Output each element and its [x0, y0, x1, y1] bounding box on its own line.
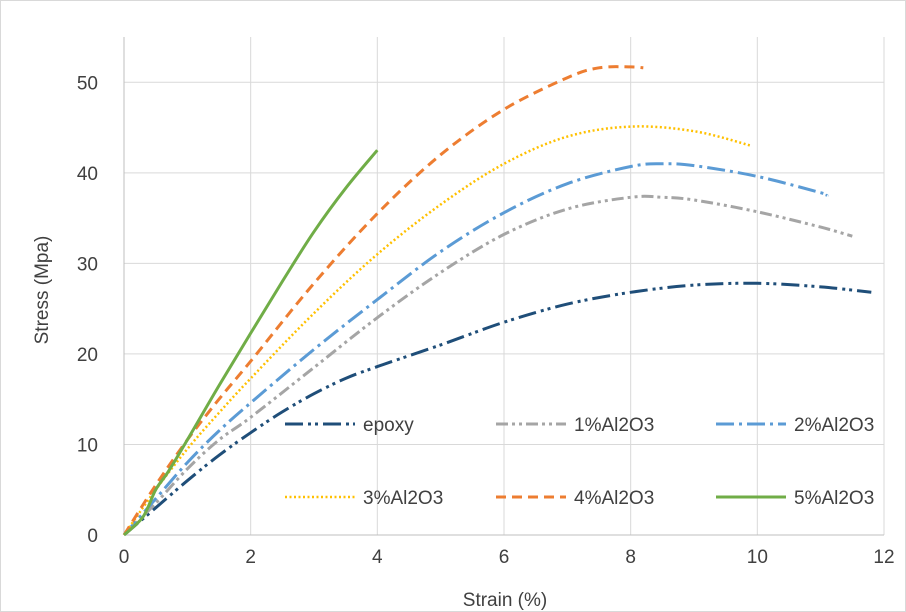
x-tick-label: 2	[245, 547, 256, 568]
y-tick-label: 50	[77, 73, 98, 94]
series-line-3-al2o3	[122, 125, 752, 536]
tick-labels: 0 2 4 6 8 10 12 0 10 20 30 40 50	[77, 73, 895, 568]
y-axis-title: Stress (Mpa)	[32, 236, 53, 345]
series-layer	[122, 65, 872, 537]
legend-label: 3%Al2O3	[363, 488, 443, 509]
y-tick-label: 40	[77, 164, 98, 185]
y-tick-label: 20	[77, 345, 98, 366]
y-tick-label: 0	[87, 526, 98, 547]
x-tick-label: 6	[499, 547, 510, 568]
series-line-5-al2o3	[122, 149, 379, 537]
gridlines	[124, 37, 885, 535]
legend-label: 5%Al2O3	[794, 488, 874, 509]
series-line-2-al2o3	[122, 162, 830, 536]
legend-label: 1%Al2O3	[574, 415, 654, 436]
x-tick-label: 8	[625, 547, 636, 568]
x-tick-label: 12	[873, 547, 894, 568]
x-axis-title: Strain (%)	[463, 590, 547, 611]
x-tick-label: 4	[372, 547, 383, 568]
x-tick-label: 10	[747, 547, 768, 568]
series-line-1-al2o3	[122, 194, 853, 537]
legend-label: epoxy	[363, 415, 414, 436]
x-tick-label: 0	[119, 547, 130, 568]
y-tick-label: 30	[77, 254, 98, 275]
legend-label: 2%Al2O3	[794, 415, 874, 436]
legend-label: 4%Al2O3	[574, 488, 654, 509]
axes	[123, 37, 884, 536]
legend: epoxy 1%Al2O3 2%Al2O3 3%Al2O3 4%Al2O3 5%Al2O3	[285, 415, 874, 509]
y-tick-label: 10	[77, 435, 98, 456]
series-line-epoxy	[123, 281, 872, 537]
